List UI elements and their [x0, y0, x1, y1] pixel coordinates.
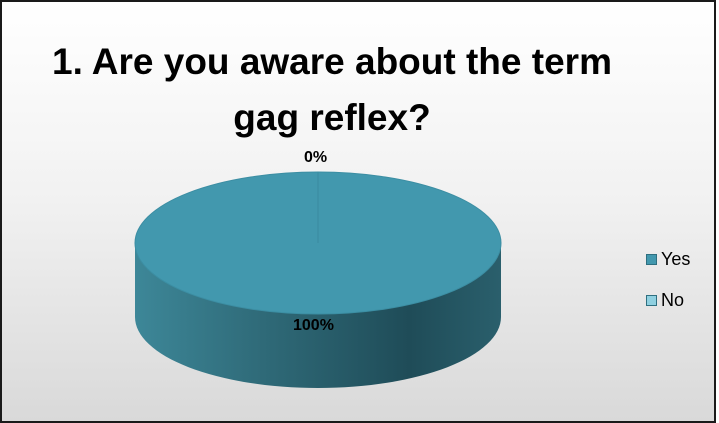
data-label-no: 0% [304, 149, 328, 166]
legend-label-no: No [661, 289, 685, 310]
data-label-yes: 100% [293, 317, 334, 334]
pie-side-wall [135, 243, 501, 388]
legend-swatch-yes [646, 253, 657, 265]
legend: Yes No [646, 247, 690, 329]
legend-item-yes: Yes [646, 247, 690, 271]
legend-label-yes: Yes [661, 248, 691, 269]
chart-title: 1. Are you aware about the term gag refl… [52, 41, 612, 138]
legend-swatch-no [646, 294, 657, 306]
pie-top-rim [134, 171, 502, 315]
legend-item-no: No [646, 288, 690, 312]
